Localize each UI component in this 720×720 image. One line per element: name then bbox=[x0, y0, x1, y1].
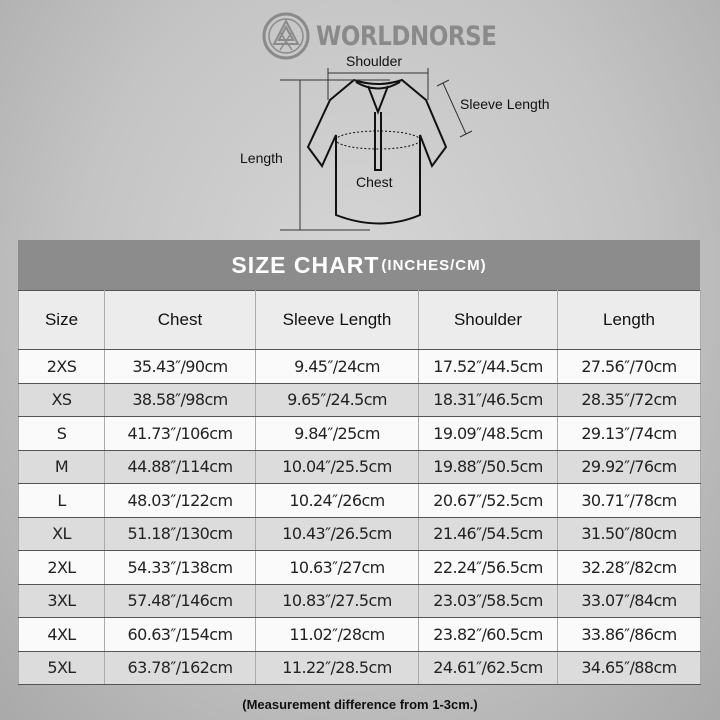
column-header: Sleeve Length bbox=[255, 290, 419, 350]
title-text: SIZE CHART bbox=[231, 251, 380, 278]
measurement-cell: 17.52″/44.5cm bbox=[418, 349, 558, 384]
table-row: M 44.88″/114cm 10.04″/25.5cm 19.88″/50.5cm 2… bbox=[18, 449, 701, 484]
header-row: Size Chest Sleeve Length Shoulder Length bbox=[18, 290, 701, 350]
measurement-cell: 23.82″/60.5cm bbox=[418, 617, 558, 652]
measurement-cell: 19.88″/50.5cm bbox=[418, 449, 558, 484]
measurement-cell: 9.84″/25cm bbox=[255, 416, 419, 451]
measurement-cell: 10.63″/27cm bbox=[255, 550, 419, 585]
measurement-cell: 19.09″/48.5cm bbox=[418, 416, 558, 451]
measurement-cell: 10.43″/26.5cm bbox=[255, 516, 419, 551]
measurement-cell: 41.73″/106cm bbox=[104, 416, 256, 451]
measurement-cell: 11.22″/28.5cm bbox=[255, 650, 419, 685]
size-cell: S bbox=[18, 416, 105, 451]
table-row: XL 51.18″/130cm 10.43″/26.5cm 21.46″/54.5cm… bbox=[18, 516, 701, 551]
measurement-cell: 33.07″/84cm bbox=[557, 583, 701, 618]
size-cell: 3XL bbox=[18, 583, 105, 618]
size-cell: 4XL bbox=[18, 617, 105, 652]
size-cell: 5XL bbox=[18, 650, 105, 685]
measurement-cell: 10.83″/27.5cm bbox=[255, 583, 419, 618]
measurement-cell: 35.43″/90cm bbox=[104, 349, 256, 384]
measurement-cell: 57.48″/146cm bbox=[104, 583, 256, 618]
measurement-cell: 48.03″/122cm bbox=[104, 483, 256, 518]
column-header: Length bbox=[557, 290, 701, 350]
measurement-cell: 22.24″/56.5cm bbox=[418, 550, 558, 585]
shirt-icon bbox=[280, 68, 473, 231]
measurement-cell: 18.31″/46.5cm bbox=[418, 382, 558, 417]
table-row: L 48.03″/122cm 10.24″/26cm 20.67″/52.5cm 30.… bbox=[18, 483, 701, 518]
column-header: Shoulder bbox=[418, 290, 558, 350]
size-cell: XS bbox=[18, 382, 105, 417]
measurement-cell: 51.18″/130cm bbox=[104, 516, 256, 551]
size-cell: 2XL bbox=[18, 550, 105, 585]
size-cell: 2XS bbox=[18, 349, 105, 384]
size-chart-title: SIZE CHART (INCHES/CM) bbox=[18, 240, 700, 290]
length-label: Length bbox=[240, 150, 283, 166]
size-cell: XL bbox=[18, 516, 105, 551]
table-row: 4XL 60.63″/154cm 11.02″/28cm 23.82″/60.5cm 3… bbox=[18, 617, 701, 652]
table-row: S 41.73″/106cm 9.84″/25cm 19.09″/48.5cm 29.1… bbox=[18, 416, 701, 451]
table-row: 5XL 63.78″/162cm 11.22″/28.5cm 24.61″/62.5c… bbox=[18, 650, 701, 685]
measurement-cell: 24.61″/62.5cm bbox=[418, 650, 558, 685]
measurement-cell: 9.65″/24.5cm bbox=[255, 382, 419, 417]
sleeve-length-label: Sleeve Length bbox=[460, 96, 550, 112]
size-table: Size Chest Sleeve Length Shoulder Length 2XS… bbox=[18, 290, 701, 685]
measurement-cell: 63.78″/162cm bbox=[104, 650, 256, 685]
measurement-cell: 33.86″/86cm bbox=[557, 617, 701, 652]
measurement-cell: 29.13″/74cm bbox=[557, 416, 701, 451]
size-cell: M bbox=[18, 449, 105, 484]
footnote: (Measurement difference from 1-3cm.) bbox=[242, 697, 478, 712]
measurement-cell: 34.65″/88cm bbox=[557, 650, 701, 685]
measurement-cell: 44.88″/114cm bbox=[104, 449, 256, 484]
measurement-cell: 11.02″/28cm bbox=[255, 617, 419, 652]
brand-name: WORLDNORSE bbox=[316, 20, 497, 52]
title-units: (INCHES/CM) bbox=[381, 256, 487, 274]
table-row: 2XS 35.43″/90cm 9.45″/24cm 17.52″/44.5cm 27.… bbox=[18, 349, 701, 384]
table-row: 3XL 57.48″/146cm 10.83″/27.5cm 23.03″/58.5c… bbox=[18, 583, 701, 618]
measurement-cell: 10.04″/25.5cm bbox=[255, 449, 419, 484]
measurement-cell: 27.56″/70cm bbox=[557, 349, 701, 384]
measurement-cell: 29.92″/76cm bbox=[557, 449, 701, 484]
table-row: XS 38.58″/98cm 9.65″/24.5cm 18.31″/46.5cm 28… bbox=[18, 382, 701, 417]
shirt-measurement-diagram: Shoulder Sleeve Length Length Chest bbox=[0, 0, 720, 240]
measurement-cell: 38.58″/98cm bbox=[104, 382, 256, 417]
measurement-cell: 10.24″/26cm bbox=[255, 483, 419, 518]
valknut-emblem-icon bbox=[262, 12, 310, 60]
measurement-cell: 23.03″/58.5cm bbox=[418, 583, 558, 618]
measurement-cell: 31.50″/80cm bbox=[557, 516, 701, 551]
column-header: Chest bbox=[104, 290, 256, 350]
column-header: Size bbox=[18, 290, 105, 350]
measurement-cell: 54.33″/138cm bbox=[104, 550, 256, 585]
table-row: 2XL 54.33″/138cm 10.63″/27cm 22.24″/56.5cm 3… bbox=[18, 550, 701, 585]
measurement-cell: 28.35″/72cm bbox=[557, 382, 701, 417]
measurement-cell: 30.71″/78cm bbox=[557, 483, 701, 518]
size-cell: L bbox=[18, 483, 105, 518]
chest-label: Chest bbox=[356, 174, 393, 190]
measurement-cell: 9.45″/24cm bbox=[255, 349, 419, 384]
shoulder-label: Shoulder bbox=[346, 53, 403, 69]
measurement-cell: 60.63″/154cm bbox=[104, 617, 256, 652]
measurement-cell: 32.28″/82cm bbox=[557, 550, 701, 585]
brand-logo: WORLDNORSE bbox=[262, 12, 528, 60]
measurement-cell: 21.46″/54.5cm bbox=[418, 516, 558, 551]
measurement-cell: 20.67″/52.5cm bbox=[418, 483, 558, 518]
